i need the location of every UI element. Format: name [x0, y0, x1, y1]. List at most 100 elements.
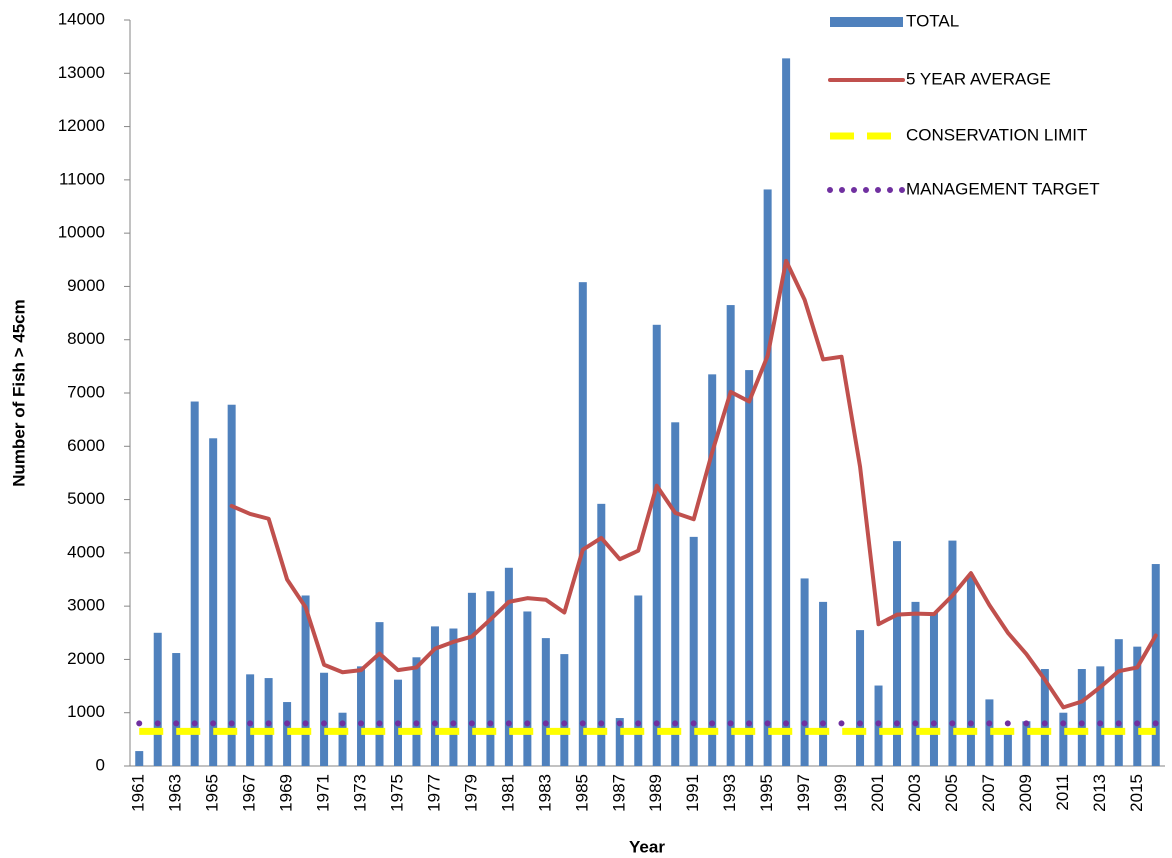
- y-tick-label: 12000: [58, 116, 105, 135]
- bar: [1114, 639, 1123, 766]
- x-tick-label: 1967: [240, 774, 259, 812]
- bar: [782, 58, 791, 766]
- bar: [800, 578, 809, 766]
- bar: [615, 718, 624, 766]
- x-tick-label: 1985: [572, 774, 591, 812]
- bar: [819, 601, 828, 766]
- bar: [708, 374, 717, 766]
- x-tick-label: 1969: [277, 774, 296, 812]
- bar: [153, 632, 162, 766]
- bar: [1059, 712, 1068, 766]
- bar: [763, 189, 772, 766]
- x-tick-label: 2009: [1016, 774, 1035, 812]
- y-tick-label: 4000: [67, 542, 105, 561]
- x-tick-label: 2013: [1090, 774, 1109, 812]
- bar: [357, 666, 366, 766]
- bar: [486, 591, 495, 766]
- y-tick-label: 13000: [58, 63, 105, 82]
- y-tick-label: 9000: [67, 276, 105, 295]
- y-tick-label: 1000: [67, 702, 105, 721]
- y-tick-label: 10000: [58, 223, 105, 242]
- bar: [412, 657, 421, 766]
- bar: [652, 324, 661, 766]
- bar: [523, 611, 532, 766]
- x-tick-label: 1965: [203, 774, 222, 812]
- legend-label: 5 YEAR AVERAGE: [906, 69, 1051, 88]
- bar: [726, 305, 735, 766]
- x-tick-label: 2011: [1053, 774, 1072, 811]
- bar: [1096, 666, 1105, 766]
- x-tick-label: 2015: [1127, 774, 1146, 812]
- x-tick-label: 2007: [979, 774, 998, 812]
- y-tick-label: 0: [96, 755, 105, 774]
- bar: [1040, 669, 1049, 766]
- bar: [1133, 646, 1142, 766]
- bar: [560, 654, 569, 766]
- legend-label: CONSERVATION LIMIT: [906, 125, 1087, 144]
- x-tick-label: 1983: [535, 774, 554, 812]
- bar: [597, 503, 606, 766]
- bar: [301, 595, 310, 766]
- x-tick-label: 1987: [609, 774, 628, 812]
- x-tick-label: 1989: [646, 774, 665, 812]
- x-tick-label: 2001: [868, 774, 887, 812]
- bar: [246, 674, 255, 766]
- bar: [911, 601, 920, 766]
- bar: [689, 536, 698, 766]
- x-axis-title: Year: [629, 837, 665, 856]
- bar: [985, 699, 994, 766]
- bar: [1077, 669, 1086, 766]
- bar: [856, 630, 865, 766]
- bar: [1151, 564, 1160, 766]
- legend-label: TOTAL: [906, 11, 959, 30]
- legend-label: MANAGEMENT TARGET: [906, 179, 1100, 198]
- x-tick-label: 1977: [424, 774, 443, 812]
- y-tick-label: 3000: [67, 596, 105, 615]
- x-tick-label: 1991: [683, 774, 702, 812]
- x-tick-label: 2003: [905, 774, 924, 812]
- bar: [541, 638, 550, 766]
- y-tick-label: 6000: [67, 436, 105, 455]
- bar: [948, 540, 957, 766]
- y-tick-label: 11000: [59, 169, 105, 188]
- y-tick-label: 8000: [67, 329, 105, 348]
- x-tick-label: 1979: [461, 774, 480, 812]
- y-tick-label: 5000: [67, 489, 105, 508]
- x-tick-label: 1999: [831, 774, 850, 812]
- bar: [227, 404, 236, 766]
- y-tick-label: 7000: [67, 382, 105, 401]
- x-tick-label: 1971: [314, 774, 333, 812]
- bar: [190, 401, 199, 766]
- x-tick-label: 1961: [129, 774, 148, 812]
- bar: [929, 612, 938, 766]
- legend-swatch: [830, 17, 903, 27]
- bar: [504, 567, 513, 766]
- bar: [430, 626, 439, 766]
- bar: [1022, 721, 1031, 766]
- y-axis-title: Number of Fish > 45cm: [9, 299, 28, 487]
- bar: [320, 672, 329, 766]
- bar: [966, 576, 975, 766]
- x-tick-label: 1973: [351, 774, 370, 812]
- x-tick-label: 1995: [757, 774, 776, 812]
- bar: [135, 751, 144, 766]
- x-tick-label: 2005: [942, 774, 961, 812]
- bar: [671, 422, 680, 766]
- bar: [893, 541, 902, 766]
- x-tick-label: 1963: [166, 774, 185, 812]
- bar: [338, 712, 347, 766]
- bar: [375, 622, 384, 766]
- bar: [172, 653, 181, 766]
- bar: [634, 595, 643, 766]
- bar: [578, 282, 587, 766]
- series-line: [229, 258, 1158, 710]
- bar: [1003, 734, 1012, 766]
- y-tick-label: 2000: [67, 649, 105, 668]
- bar: [745, 370, 754, 766]
- x-tick-label: 1993: [720, 774, 739, 812]
- x-tick-label: 1997: [794, 774, 813, 812]
- x-tick-label: 1981: [498, 774, 517, 812]
- bar: [283, 702, 292, 766]
- bar: [209, 438, 218, 766]
